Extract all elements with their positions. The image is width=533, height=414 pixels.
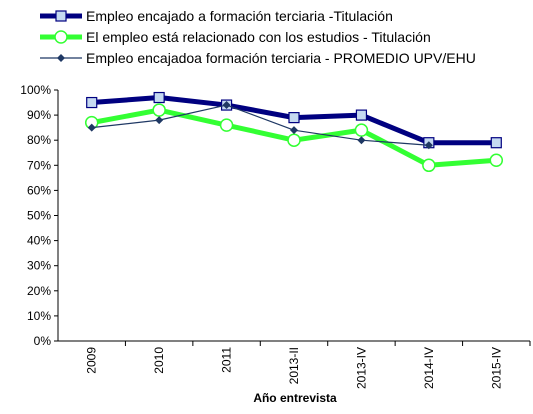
y-tick-label: 50%	[27, 209, 51, 223]
x-tick-label: 2013-IV	[354, 347, 368, 389]
x-tick-label: 2013-II	[287, 347, 301, 384]
legend-label: El empleo está relacionado con los estud…	[86, 29, 431, 45]
marker	[152, 103, 166, 117]
marker	[490, 137, 502, 149]
x-tick-label: 2011	[220, 347, 234, 373]
series-markers	[84, 103, 504, 173]
marker	[153, 91, 165, 104]
y-tick-label: 30%	[27, 259, 51, 273]
y-tick-label: 0%	[34, 334, 52, 348]
marker	[55, 10, 67, 22]
marker	[57, 54, 65, 62]
legend-label: Empleo encajado a formación terciaria -T…	[86, 8, 393, 24]
marker	[54, 30, 68, 44]
marker	[288, 112, 300, 124]
y-tick-label: 40%	[27, 234, 51, 248]
series-markers	[87, 101, 433, 150]
marker	[222, 101, 231, 110]
marker	[87, 123, 96, 132]
y-tick-label: 60%	[27, 183, 51, 197]
marker	[422, 158, 436, 173]
marker	[354, 123, 369, 137]
marker	[287, 133, 301, 147]
marker	[155, 116, 164, 125]
marker	[355, 109, 368, 121]
x-tick-label: 2014-IV	[422, 347, 436, 389]
marker	[86, 96, 98, 109]
y-tick-label: 70%	[27, 158, 51, 172]
marker	[489, 153, 504, 168]
y-tick-label: 20%	[27, 284, 51, 298]
y-tick-label: 10%	[27, 309, 51, 323]
x-tick-label: 2010	[152, 347, 166, 374]
marker	[290, 126, 298, 135]
y-tick-label: 100%	[20, 83, 51, 97]
marker	[424, 141, 433, 150]
y-tick-label: 90%	[27, 108, 51, 122]
x-tick-label: 2009	[85, 347, 99, 374]
marker	[219, 118, 234, 132]
y-tick-label: 80%	[27, 133, 51, 147]
series-line	[91, 104, 429, 146]
marker	[357, 136, 366, 145]
x-axis-title: Año entrevista	[253, 391, 337, 405]
legend-label: Empleo encajadoa formación terciaria - P…	[86, 50, 476, 66]
x-tick-label: 2015-IV	[489, 347, 503, 389]
